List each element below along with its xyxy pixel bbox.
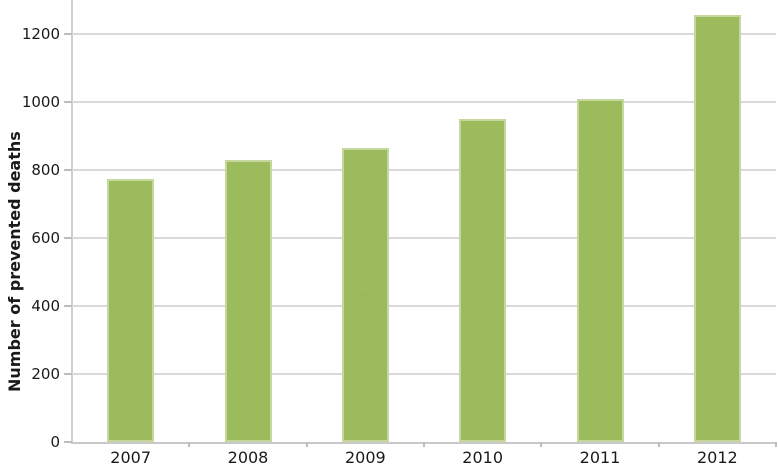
bar <box>224 159 272 442</box>
x-tick-label: 2008 <box>227 448 269 467</box>
y-tick-mark <box>64 305 72 307</box>
y-tick-mark <box>64 101 72 103</box>
y-tick-label: 1000 <box>21 93 60 111</box>
y-tick-label: 200 <box>31 365 60 383</box>
x-tick-label: 2012 <box>696 448 738 467</box>
x-tick-label: 2009 <box>344 448 386 467</box>
bar <box>576 98 624 442</box>
x-tick-mark <box>775 442 777 447</box>
y-tick-label: 400 <box>31 297 60 315</box>
y-tick-mark <box>64 169 72 171</box>
x-tick-mark <box>423 442 425 447</box>
x-tick-mark <box>305 442 308 447</box>
y-tick-mark <box>64 237 72 239</box>
bar <box>341 147 389 442</box>
y-tick-label: 800 <box>31 161 60 179</box>
gridline <box>72 373 776 375</box>
y-tick-label: 1200 <box>21 25 60 43</box>
y-tick-mark <box>64 441 72 443</box>
x-tick-mark <box>540 442 543 447</box>
bar <box>459 119 507 442</box>
gridline <box>72 101 776 103</box>
y-tick-label: 600 <box>31 229 60 247</box>
x-tick-mark <box>657 442 660 447</box>
x-tick-label: 2010 <box>462 448 504 467</box>
bar <box>693 15 741 442</box>
plot-area <box>72 0 776 442</box>
gridline <box>72 305 776 307</box>
x-tick-label: 2011 <box>579 448 621 467</box>
gridline <box>72 237 776 239</box>
y-tick-label: 0 <box>50 433 60 451</box>
y-axis-line <box>71 0 73 444</box>
gridline <box>72 33 776 35</box>
x-tick-label: 2007 <box>110 448 152 467</box>
x-tick-mark <box>188 442 191 447</box>
gridline <box>72 169 776 171</box>
y-tick-mark <box>64 33 72 35</box>
y-tick-mark <box>64 373 72 375</box>
bar <box>107 178 155 442</box>
